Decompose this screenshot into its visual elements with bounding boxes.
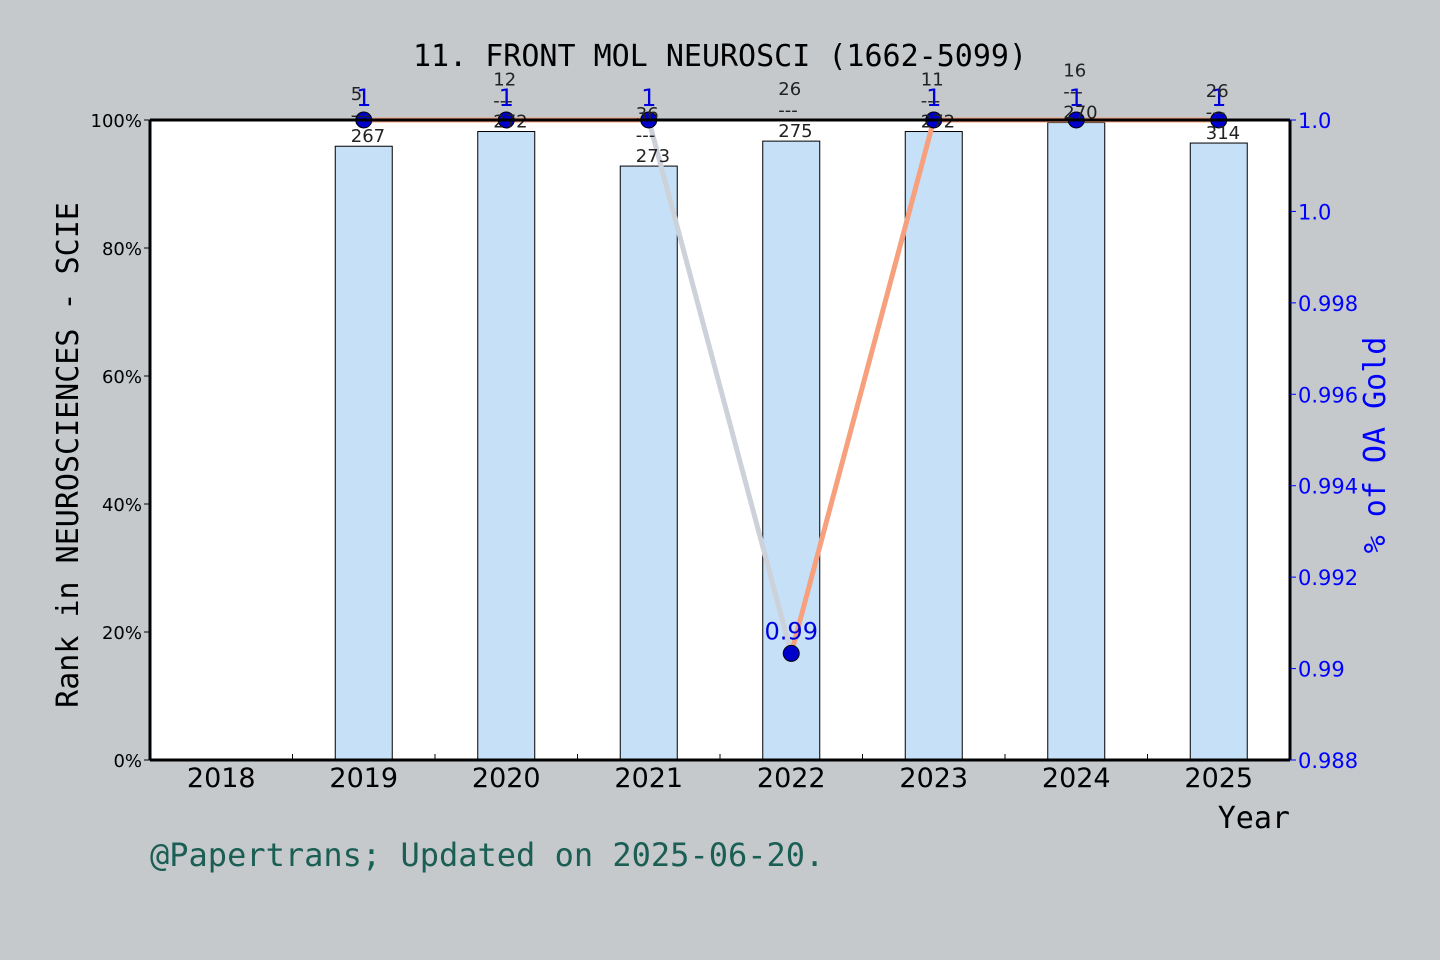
- x-tick-label: 2020: [472, 763, 541, 794]
- x-tick-label: 2025: [1184, 763, 1253, 794]
- y2-tick-label: 0.994: [1298, 475, 1358, 499]
- line-point: [782, 644, 800, 662]
- bar-rank-label: 16 ---270: [1063, 61, 1097, 124]
- line-value-label: 0.99: [765, 617, 818, 645]
- bar: [477, 131, 536, 761]
- line-segment: [788, 119, 937, 654]
- x-tick-label: 2019: [329, 763, 398, 794]
- y-tick-label: 100%: [91, 111, 142, 132]
- x-tick-label: 2021: [614, 763, 683, 794]
- x-tick-label: 2018: [187, 763, 256, 794]
- y2-axis-title: % of OA Gold: [1358, 337, 1393, 554]
- y-axis-title: Rank in NEUROSCIENCES - SCIE: [51, 202, 86, 708]
- y2-tick-label: 0.998: [1298, 292, 1358, 316]
- y-tick-label: 20%: [102, 623, 142, 644]
- bar-rank-label: 12 ---272: [493, 70, 527, 133]
- chart-title: 11. FRONT MOL NEUROSCI (1662-5099): [413, 39, 1027, 74]
- y2-tick-label: 1.0: [1298, 200, 1331, 224]
- y-tick-label: 80%: [102, 239, 142, 260]
- y2-tick-label: 1.0: [1298, 109, 1331, 133]
- bar-rank-label: 26 ---275: [778, 79, 812, 142]
- line-value-label: 1: [1211, 84, 1226, 112]
- line-value-label: 1: [1069, 84, 1084, 112]
- line-value-label: 1: [641, 84, 656, 112]
- footer-note: @Papertrans; Updated on 2025-06-20.: [150, 836, 824, 874]
- line-value-label: 1: [926, 84, 941, 112]
- x-tick-label: 2022: [757, 763, 826, 794]
- y-tick-label: 60%: [102, 367, 142, 388]
- bar: [619, 165, 678, 761]
- bar: [904, 131, 963, 761]
- line-value-label: 1: [499, 84, 514, 112]
- bars-group: [334, 122, 1248, 761]
- bar-rank-label: 26 ---314: [1206, 81, 1240, 144]
- bar: [1189, 142, 1248, 761]
- line-segment: [646, 119, 794, 654]
- y-tick-label: 0%: [113, 751, 142, 772]
- x-axis-title: Year: [1218, 801, 1290, 836]
- y2-tick-label: 0.992: [1298, 566, 1358, 590]
- plot-area: [150, 120, 1290, 760]
- bar: [334, 145, 393, 761]
- bar: [1047, 122, 1106, 761]
- x-tick-label: 2024: [1042, 763, 1111, 794]
- x-tick-label: 2023: [899, 763, 968, 794]
- bar: [762, 140, 821, 761]
- y-tick-label: 40%: [102, 495, 142, 516]
- y2-tick-label: 0.99: [1298, 658, 1345, 682]
- y2-tick-label: 0.988: [1298, 749, 1358, 773]
- line-value-label: 1: [356, 84, 371, 112]
- bar-rank-label: 11 ---272: [921, 70, 955, 133]
- y2-tick-label: 0.996: [1298, 383, 1358, 407]
